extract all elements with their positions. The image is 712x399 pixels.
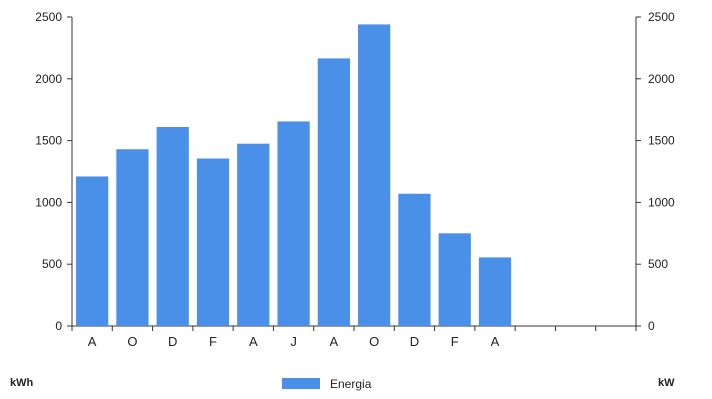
category-label: O <box>369 334 379 349</box>
bar <box>237 143 270 326</box>
left-tick-label: 1000 <box>35 195 62 209</box>
bar <box>438 233 471 326</box>
right-tick-label: 2000 <box>648 72 675 86</box>
category-label: A <box>330 334 339 349</box>
bar <box>317 58 350 326</box>
right-y-axis: 0 500 1000 1500 2000 2500 <box>635 10 675 333</box>
right-tick-label: 1000 <box>648 195 675 209</box>
right-tick-label: 500 <box>648 257 668 271</box>
x-axis <box>71 325 637 331</box>
legend: Energia <box>282 377 372 391</box>
bar <box>156 127 189 326</box>
category-label: F <box>209 334 217 349</box>
bar <box>116 149 149 326</box>
left-tick-label: 500 <box>42 257 62 271</box>
category-label: J <box>290 334 297 349</box>
category-label: A <box>491 334 500 349</box>
left-unit-label: kWh <box>10 377 34 389</box>
category-label: D <box>168 334 177 349</box>
bar <box>76 176 109 326</box>
right-tick-label: 1500 <box>648 134 675 148</box>
right-unit-label: kW <box>658 377 675 389</box>
bar-series-energia <box>76 24 512 326</box>
left-tick-label: 2500 <box>35 10 62 24</box>
bar <box>478 257 512 326</box>
category-label: F <box>451 334 459 349</box>
bar <box>358 24 391 326</box>
right-tick-label: 0 <box>648 319 655 333</box>
legend-label-energia: Energia <box>330 377 372 391</box>
category-label: A <box>88 334 97 349</box>
right-tick-label: 2500 <box>648 10 675 24</box>
bar <box>277 121 310 326</box>
category-label: A <box>249 334 258 349</box>
left-tick-label: 1500 <box>35 134 62 148</box>
category-label: D <box>410 334 419 349</box>
bar <box>398 193 431 326</box>
left-tick-label: 2000 <box>35 72 62 86</box>
bar <box>196 158 230 326</box>
left-tick-label: 0 <box>55 319 62 333</box>
legend-swatch-energia <box>282 378 320 389</box>
category-label: O <box>127 334 137 349</box>
left-y-axis: 0 500 1000 1500 2000 2500 <box>35 10 73 333</box>
